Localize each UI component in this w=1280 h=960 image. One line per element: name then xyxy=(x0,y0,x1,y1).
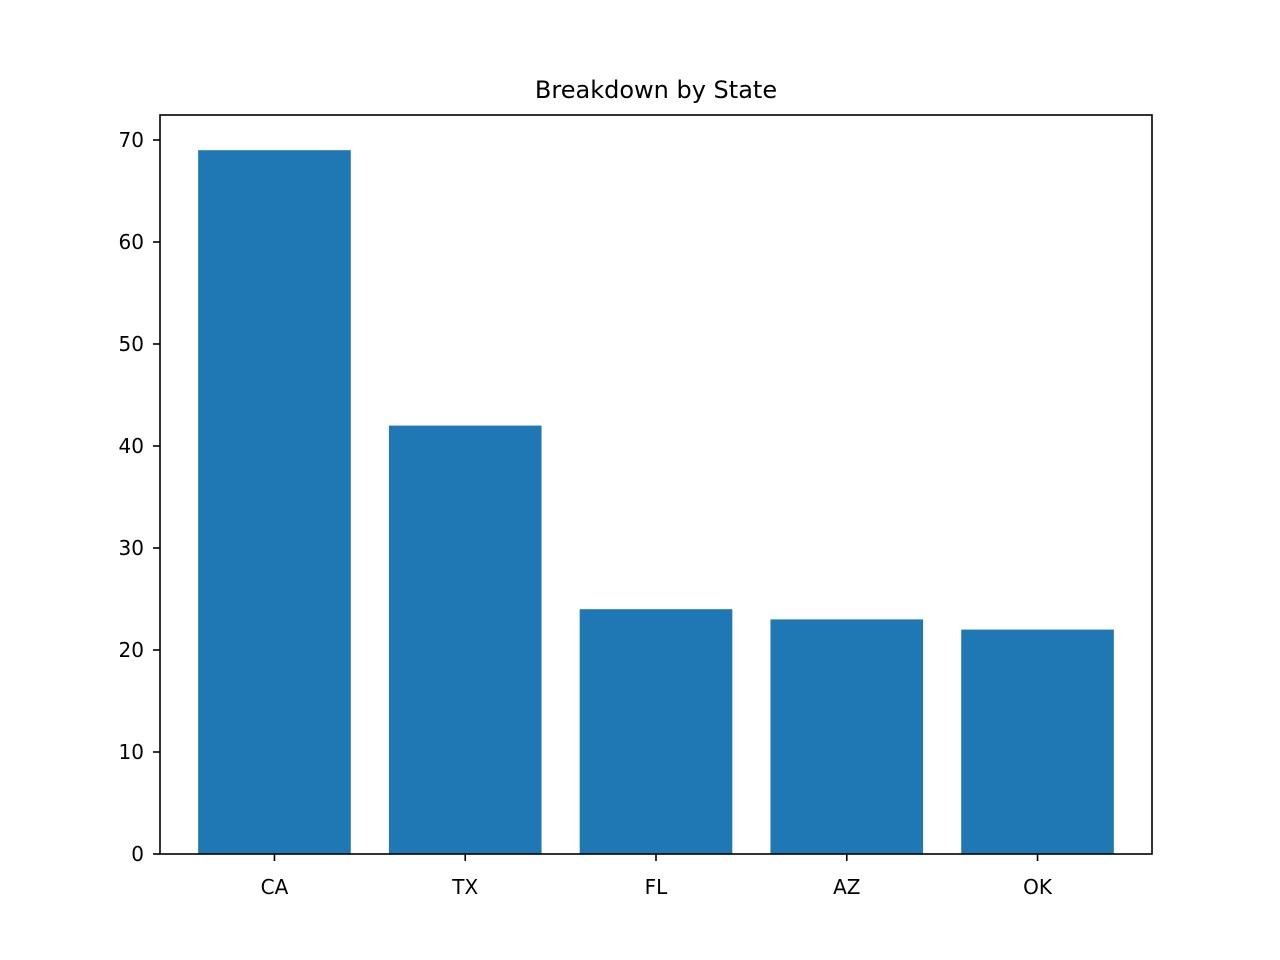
bar-ca xyxy=(198,150,351,854)
chart-title: Breakdown by State xyxy=(535,76,777,104)
bar-ok xyxy=(961,629,1114,854)
x-tick-label-az: AZ xyxy=(833,875,860,899)
x-axis: CA TX FL AZ OK xyxy=(261,854,1053,899)
y-tick-label-60: 60 xyxy=(119,230,144,254)
plot-frame xyxy=(159,114,1153,855)
bar-tx xyxy=(388,425,542,854)
y-tick-label-0: 0 xyxy=(131,842,144,866)
y-tick-label-40: 40 xyxy=(119,434,144,458)
x-tick-label-ok: OK xyxy=(1023,875,1053,899)
y-tick-label-50: 50 xyxy=(119,332,144,356)
bar-az xyxy=(770,619,924,854)
y-axis: 0 10 20 30 40 50 60 70 xyxy=(119,128,160,866)
bar-fl xyxy=(579,609,733,854)
x-tick-label-fl: FL xyxy=(645,875,669,899)
y-tick-label-20: 20 xyxy=(119,638,144,662)
y-tick-label-10: 10 xyxy=(119,740,144,764)
x-tick-label-tx: TX xyxy=(451,875,478,899)
y-tick-label-30: 30 xyxy=(119,536,144,560)
bars-group xyxy=(198,150,1114,854)
y-tick-label-70: 70 xyxy=(119,128,144,152)
x-tick-label-ca: CA xyxy=(261,875,289,899)
